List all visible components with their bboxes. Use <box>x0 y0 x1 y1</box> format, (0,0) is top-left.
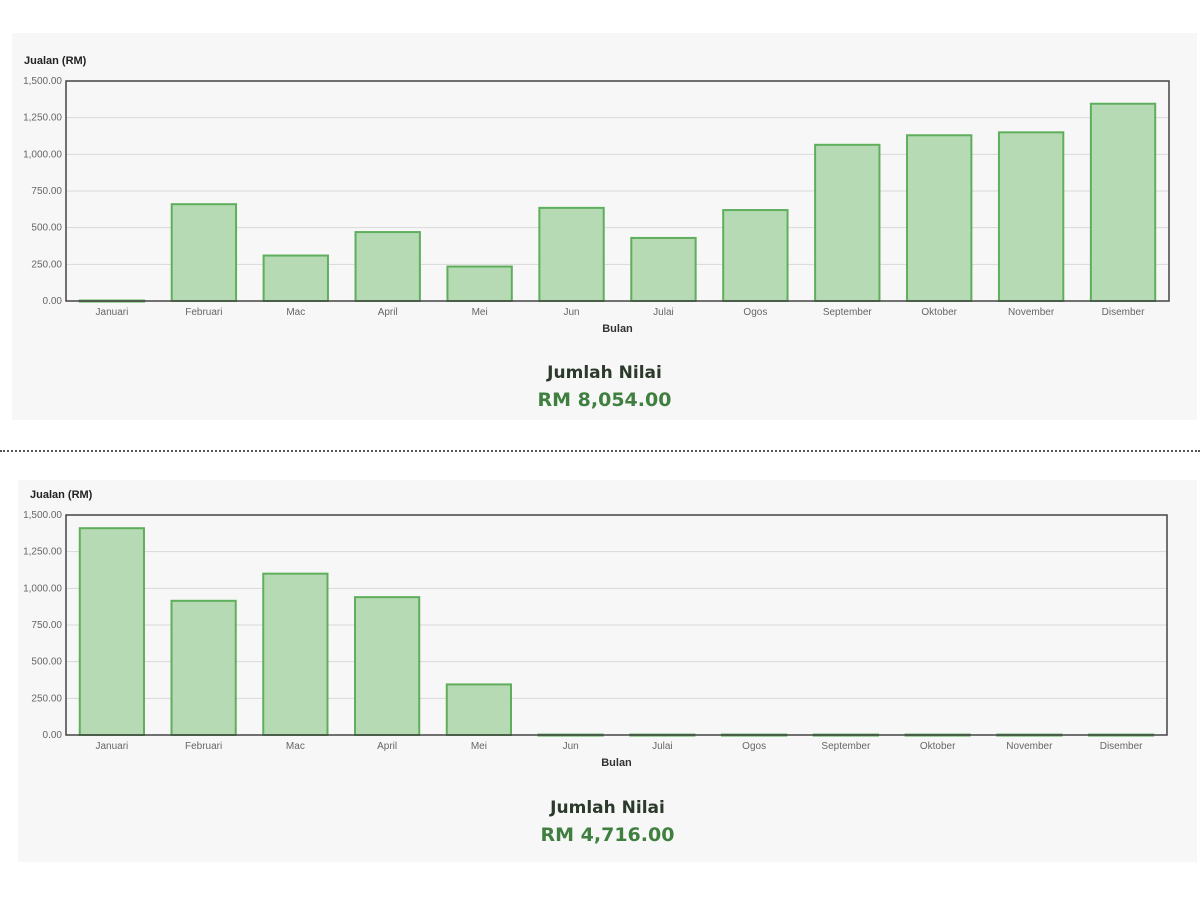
x-axis-title: Bulan <box>601 757 632 769</box>
bar-mei <box>446 265 513 303</box>
bar-september <box>814 143 881 302</box>
total-summary-1: Jumlah Nilai RM 8,054.00 <box>12 363 1197 411</box>
x-tick-label: Ogos <box>742 741 766 752</box>
sales-bar-chart-1: Jualan (RM) 0.00 250.00 500.00 750.00 1,000.0… <box>23 55 1170 335</box>
bar-januari <box>78 527 145 737</box>
x-tick-label: Ogos <box>743 307 767 318</box>
y-tick-label: 250.00 <box>31 259 62 270</box>
y-tick-label: 0.00 <box>43 296 63 307</box>
y-tick-label: 1,500.00 <box>23 510 62 521</box>
sales-chart-panel-2: Jualan (RM) 0.00 250.00 500.00 750.00 1,000.0… <box>18 480 1197 862</box>
x-tick-label: Februari <box>185 741 222 752</box>
sales-bar-chart-2: Jualan (RM) 0.00 250.00 500.00 750.00 1,000.0… <box>23 489 1168 769</box>
y-tick-label: 0.00 <box>43 730 63 741</box>
x-tick-label: Januari <box>96 307 129 318</box>
x-tick-label: Oktober <box>920 741 956 752</box>
bar-ogos <box>722 209 789 302</box>
bar-februari <box>170 203 238 302</box>
y-tick-label: 1,000.00 <box>23 149 62 160</box>
x-tick-label: Jun <box>563 741 579 752</box>
bar-disember <box>1089 102 1157 302</box>
y-tick-label: 750.00 <box>31 620 62 631</box>
y-tick-label: 1,000.00 <box>23 583 62 594</box>
sales-chart-panel-1: Jualan (RM) 0.00 250.00 500.00 750.00 1,000.0… <box>12 33 1197 420</box>
x-tick-label: Mac <box>286 307 305 318</box>
x-tick-label: Februari <box>185 307 222 318</box>
plot-frame <box>65 514 1168 736</box>
bar-julai <box>630 236 697 302</box>
total-value: RM 4,716.00 <box>540 824 675 846</box>
y-axis-title: Jualan (RM) <box>24 55 87 67</box>
bar-februari <box>170 599 237 736</box>
total-value: RM 8,054.00 <box>537 389 672 411</box>
x-tick-label: Julai <box>653 307 674 318</box>
x-tick-label: September <box>823 307 873 318</box>
bar-jun <box>538 206 605 302</box>
total-label: Jumlah Nilai <box>547 363 662 383</box>
y-axis-title: Jualan (RM) <box>30 489 93 501</box>
bar-oktober <box>906 134 973 303</box>
y-tick-label: 1,250.00 <box>23 113 62 124</box>
bar-mac <box>262 572 329 736</box>
x-tick-label: Mei <box>471 741 487 752</box>
x-tick-label: Jun <box>563 307 579 318</box>
plot-frame <box>65 80 1170 302</box>
bar-april <box>354 596 421 736</box>
y-tick-label: 500.00 <box>31 657 62 668</box>
x-tick-label: April <box>377 741 397 752</box>
x-tick-label: November <box>1006 741 1053 752</box>
y-tick-label: 1,250.00 <box>23 547 62 558</box>
y-tick-label: 250.00 <box>31 693 62 704</box>
x-tick-label: Januari <box>95 741 128 752</box>
y-tick-label: 500.00 <box>31 223 62 234</box>
x-tick-label: Julai <box>652 741 673 752</box>
bar-april <box>354 231 421 302</box>
bar-november <box>997 131 1065 303</box>
x-tick-label: September <box>821 741 871 752</box>
bar-mac <box>262 254 329 303</box>
x-tick-label: Disember <box>1100 741 1143 752</box>
x-tick-label: November <box>1008 307 1055 318</box>
y-tick-label: 750.00 <box>31 186 62 197</box>
x-tick-label: Oktober <box>921 307 957 318</box>
y-tick-label: 1,500.00 <box>23 76 62 87</box>
x-tick-label: Mei <box>472 307 488 318</box>
total-label: Jumlah Nilai <box>550 798 665 818</box>
dotted-separator <box>0 450 1200 452</box>
x-tick-label: April <box>378 307 398 318</box>
x-axis-title: Bulan <box>602 323 633 335</box>
x-tick-label: Mac <box>286 741 305 752</box>
bar-mei <box>445 683 512 736</box>
x-tick-label: Disember <box>1102 307 1145 318</box>
total-summary-2: Jumlah Nilai RM 4,716.00 <box>18 798 1197 846</box>
